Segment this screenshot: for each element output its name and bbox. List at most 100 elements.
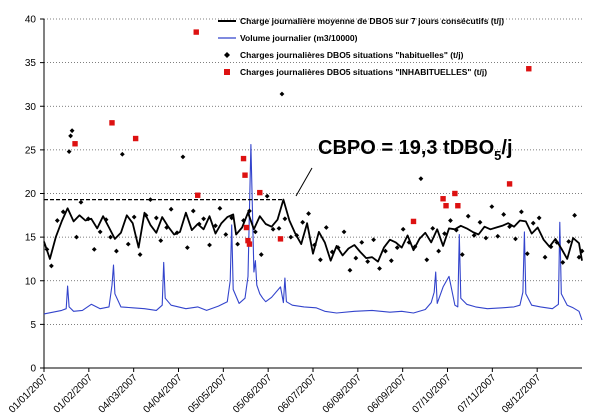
cbpo-arrow	[295, 167, 313, 197]
habituelles-point	[48, 263, 54, 269]
inhabituelles-point	[277, 236, 284, 242]
inhabituelles-point	[410, 218, 417, 225]
habituelles-point	[453, 227, 459, 233]
habituelles-point	[213, 223, 218, 229]
habituelles-point	[495, 233, 501, 239]
habituelles-point	[158, 238, 164, 244]
x-tick-label: 04/04/2007	[141, 372, 184, 415]
y-tick-label: 30	[25, 102, 37, 113]
habituelles-point	[217, 205, 223, 211]
habituelles-point	[131, 214, 137, 220]
habituelles-point	[576, 254, 582, 260]
inhabituelles-point	[440, 196, 446, 202]
habituelles-point	[241, 218, 246, 223]
habituelles-point	[143, 212, 149, 218]
inhabituelles-point	[452, 190, 458, 197]
inhabituelles-series	[72, 29, 532, 247]
x-tick-label: 08/12/2007	[500, 372, 543, 415]
habituelles-point	[359, 239, 365, 245]
habituelles-point	[312, 242, 317, 248]
legend-label-inhabituelles: Charges journalières DBO5 situations "IN…	[240, 67, 487, 77]
habituelles-point	[270, 226, 276, 232]
inhabituelles-point	[455, 203, 461, 209]
habituelles-point	[119, 151, 125, 157]
habituelles-point	[513, 236, 518, 242]
habituelles-point	[317, 257, 323, 263]
x-tick-label: 07/11/2007	[456, 372, 499, 415]
habituelles-point	[168, 206, 174, 212]
legend: Charge journalière moyenne de DBO5 sur 7…	[218, 16, 504, 77]
habituelles-point	[442, 231, 447, 237]
x-tick-label: 07/10/2007	[410, 372, 453, 415]
y-tick-label: 10	[25, 276, 37, 287]
cbpo-annotation-subscript: 5	[494, 148, 501, 163]
y-tick-label: 15	[25, 233, 37, 244]
inhabituelles-point	[243, 224, 250, 231]
inhabituelles-point	[526, 66, 532, 72]
habituelles-point	[323, 225, 329, 230]
x-tick-label: 06/07/2007	[276, 372, 319, 415]
x-tick-label: 06/08/2007	[321, 372, 364, 415]
habituelles-point	[377, 266, 382, 271]
habituelles-series	[44, 91, 585, 273]
habituelles-point	[68, 133, 74, 139]
legend-label-habituelles: Charges journalières DBO5 situations "ha…	[240, 50, 464, 60]
habituelles-point	[125, 241, 131, 247]
habituelles-point	[347, 267, 353, 273]
habituelles-point	[78, 199, 84, 205]
habituelles-point	[536, 215, 542, 221]
habituelles-point	[477, 219, 483, 225]
x-tick-label: 06/09/2007	[366, 372, 409, 415]
habituelles-point	[54, 218, 60, 223]
habituelles-point	[572, 212, 578, 218]
habituelles-point	[229, 215, 235, 221]
x-tick-label: 01/02/2007	[52, 372, 95, 415]
inhabituelles-point	[443, 203, 449, 209]
legend-label-volume: Volume journalier (m3/10000)	[240, 33, 358, 43]
habituelles-point	[548, 244, 554, 250]
habituelles-point	[60, 209, 66, 215]
habituelles-point	[566, 239, 572, 244]
inhabituelles-point	[257, 189, 263, 196]
habituelles-point	[91, 246, 97, 252]
x-tick-label: 05/06/2007	[231, 372, 274, 415]
habituelles-point	[554, 239, 560, 245]
legend-swatch-inhabituelles	[224, 69, 230, 75]
plot-area	[44, 19, 582, 368]
habituelles-point	[448, 218, 453, 223]
habituelles-point	[153, 215, 159, 221]
volume-series	[43, 144, 583, 321]
habituelles-point	[530, 220, 536, 226]
habituelles-point	[519, 209, 524, 215]
habituelles-point	[406, 239, 412, 245]
habituelles-point	[190, 208, 196, 214]
habituelles-point	[459, 252, 465, 257]
habituelles-point	[74, 234, 79, 240]
habituelles-point	[148, 197, 153, 203]
habituelles-point	[184, 245, 190, 250]
habituelles-point	[44, 246, 50, 252]
cbpo-annotation: CBPO = 19,3 tDBO5/j	[318, 137, 513, 163]
habituelles-point	[579, 248, 585, 254]
habituelles-point	[201, 216, 207, 222]
habituelles-point	[264, 193, 270, 199]
habituelles-point	[483, 235, 489, 241]
habituelles-point	[235, 241, 241, 247]
habituelles-point	[507, 224, 512, 230]
habituelles-point	[341, 229, 347, 235]
habituelles-point	[436, 248, 442, 254]
habituelles-point	[412, 244, 418, 250]
habituelles-point	[279, 91, 285, 97]
legend-swatch-habituelles	[224, 52, 230, 58]
habituelles-point	[69, 128, 75, 134]
legend-label-charge: Charge journalière moyenne de DBO5 sur 7…	[240, 16, 504, 26]
habituelles-point	[383, 248, 388, 254]
y-tick-label: 35	[25, 58, 37, 69]
habituelles-point	[300, 219, 306, 225]
inhabituelles-point	[132, 135, 139, 142]
inhabituelles-point	[193, 29, 199, 35]
inhabituelles-point	[195, 192, 201, 198]
habituelles-point	[424, 257, 430, 263]
